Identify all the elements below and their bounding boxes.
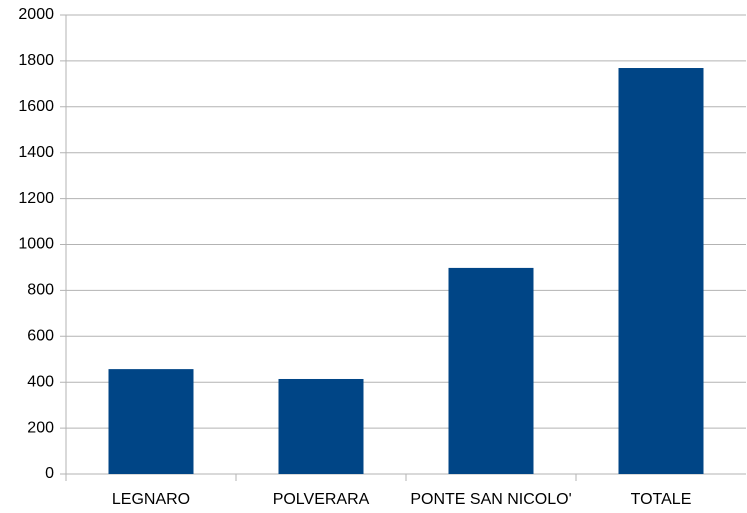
y-tick-label: 600 — [27, 328, 54, 345]
y-tick-label: 1600 — [18, 98, 54, 115]
y-tick-label: 200 — [27, 419, 54, 436]
y-tick-label: 2000 — [18, 6, 54, 23]
x-tick-label: POLVERARA — [273, 491, 370, 508]
y-tick-label: 800 — [27, 282, 54, 299]
y-tick-label: 1200 — [18, 190, 54, 207]
y-tick-label: 1000 — [18, 236, 54, 253]
bar — [108, 369, 194, 474]
x-tick-label: LEGNARO — [112, 491, 190, 508]
y-tick-label: 1800 — [18, 52, 54, 69]
bar — [278, 378, 364, 474]
y-tick-label: 400 — [27, 373, 54, 390]
y-tick-label: 0 — [45, 465, 54, 482]
bar — [448, 267, 534, 474]
x-tick-label: PONTE SAN NICOLO' — [410, 491, 571, 508]
y-tick-label: 1400 — [18, 144, 54, 161]
bar — [618, 68, 704, 475]
x-tick-label: TOTALE — [631, 491, 692, 508]
